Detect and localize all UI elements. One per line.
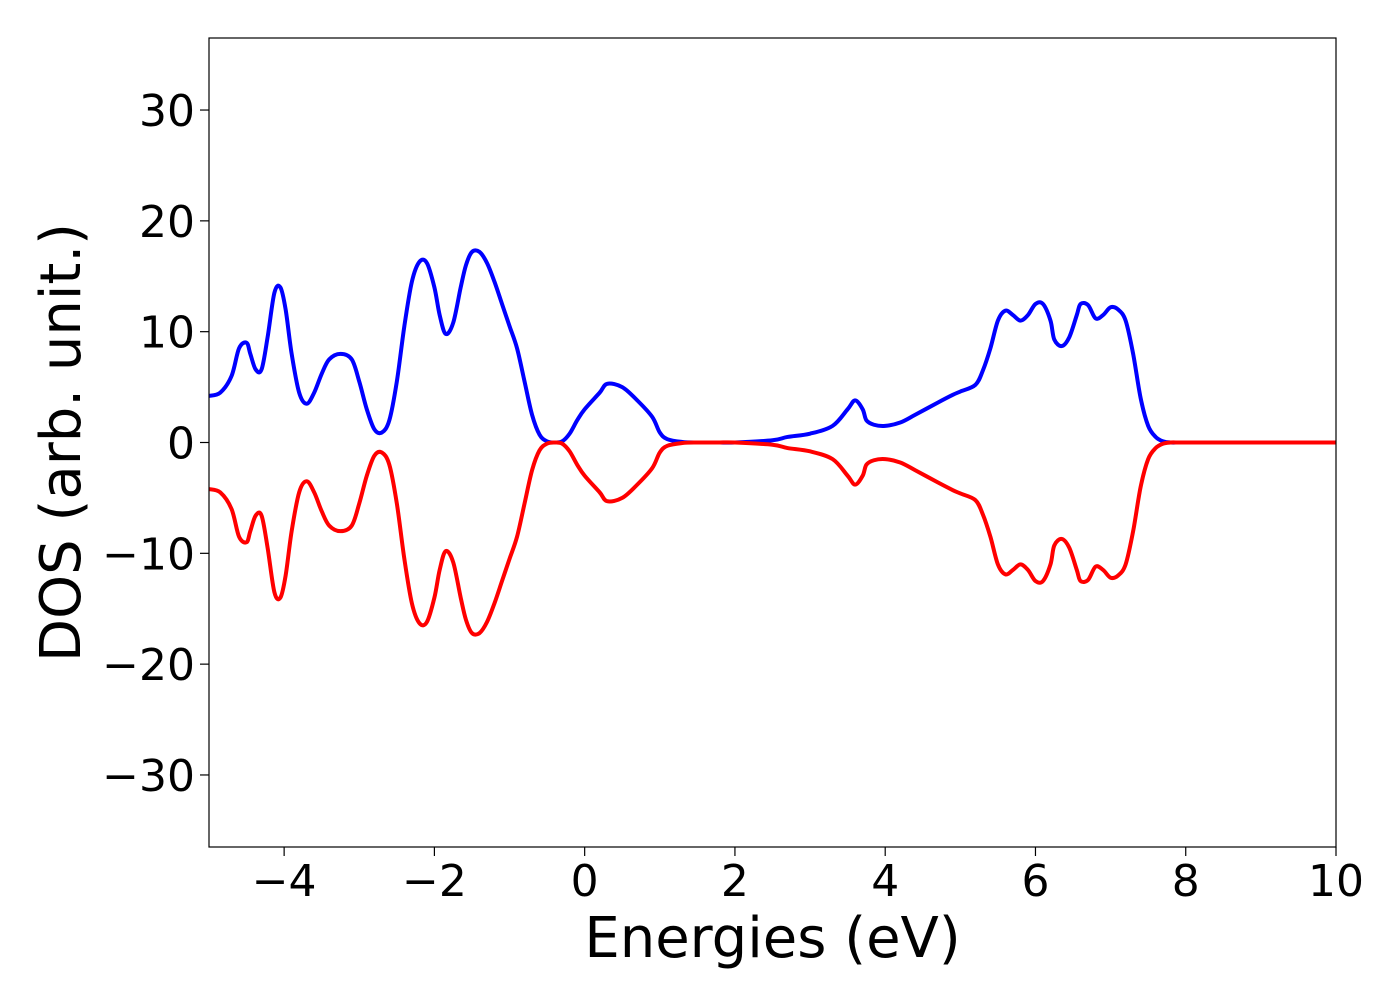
x-tick-label: 6 [1021,856,1049,907]
x-tick-label: −4 [252,856,317,907]
y-tick-label: 20 [139,197,195,248]
x-tick-label: 2 [721,856,749,907]
x-tick-label: 8 [1172,856,1200,907]
x-tick-label: 10 [1308,856,1364,907]
x-axis: −4 −2 0 2 4 6 8 10 [252,847,1364,907]
y-axis-title: DOS (arb. unit.) [29,223,94,662]
y-tick-label: 30 [139,86,195,137]
series-line-blue [209,248,1336,445]
y-tick-label: 0 [167,419,195,470]
x-axis-title: Energies (eV) [584,906,960,971]
series-line-red [209,440,1336,637]
y-tick-label: −10 [102,529,195,580]
x-tick-label: 0 [571,856,599,907]
x-tick-label: −2 [402,856,467,907]
y-tick-label: −30 [102,751,195,802]
x-tick-label: 4 [871,856,899,907]
y-tick-label: −20 [102,640,195,691]
y-axis: 30 20 10 0 −10 −20 −30 [102,86,209,802]
series-layer [209,248,1336,637]
y-tick-label: 10 [139,308,195,359]
